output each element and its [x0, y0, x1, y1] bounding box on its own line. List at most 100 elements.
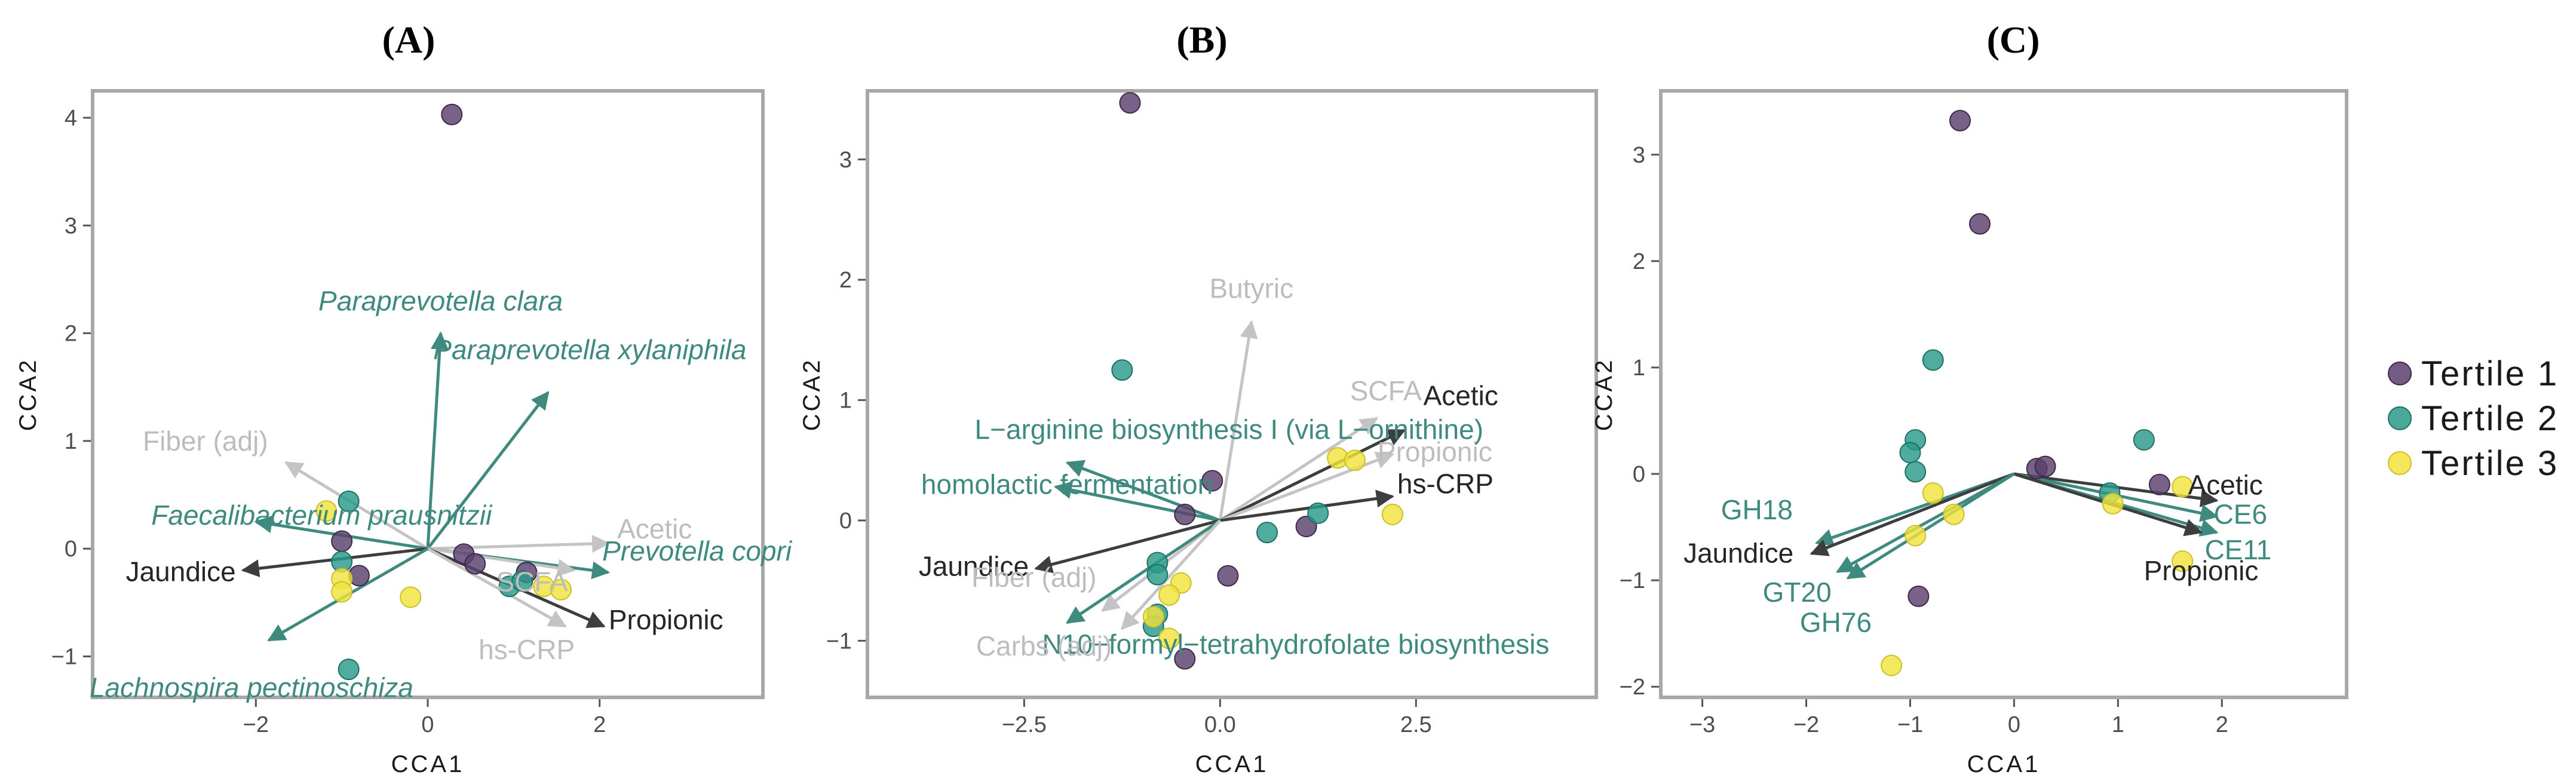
panel-c-x-tick-label: 0: [2008, 712, 2020, 737]
panel-a-vector-label: Prevotella copri: [602, 535, 793, 566]
panel-a-vector-label: Lachnospira pectinoschiza: [90, 672, 413, 703]
panel-b-label: (B): [1176, 19, 1227, 61]
panel-c-y-ticks: −2 −1 0 1 2 3: [1620, 143, 1659, 700]
panel-b-points: [1111, 92, 1403, 670]
panel-a-vector-label: Paraprevotella clara: [318, 286, 563, 317]
panel-c-point-tertile-3: [2172, 550, 2194, 572]
panel-a-y-tick-label: 3: [65, 213, 77, 238]
panel-b-x-ticks: −2.5 0.0 2.5: [1002, 699, 1432, 737]
panel-c-x-axis-title: CCA1: [1967, 751, 2041, 777]
panel-b-point-tertile-2: [1111, 359, 1133, 381]
panel-c-label: (C): [1987, 19, 2040, 61]
panel-b-vector-arrow: [1219, 416, 1379, 522]
panel-c-vector-arrow: [1846, 472, 2015, 580]
panel-a-vector-label: hs-CRP: [479, 634, 575, 665]
panel-a-point-tertile-3: [315, 500, 338, 522]
legend-label-tertile-1: Tertile 1: [2421, 354, 2559, 393]
panel-b-vectors: [1034, 320, 1406, 630]
panel-a-y-tick-label: 1: [65, 429, 77, 454]
panel-b-point-tertile-3: [1344, 449, 1366, 471]
panel-c-vector-label: CE11: [2205, 534, 2272, 565]
panel-c-x-tick-label: 1: [2112, 712, 2124, 737]
panel-b-vector-label: Jaundice: [919, 551, 1029, 582]
panel-b-vector-label: N10−formyl−tetrahydrofolate biosynthesis: [1042, 629, 1550, 660]
legend-label-tertile-2: Tertile 2: [2421, 399, 2559, 438]
panel-b-vector-label: Fiber (adj): [971, 562, 1097, 593]
panel-c-point-tertile-3: [1943, 503, 1965, 525]
panel-b-point-tertile-2: [1146, 564, 1169, 586]
legend-swatch-tertile-1: [2388, 362, 2412, 385]
panel-a-vector-arrow: [427, 391, 550, 550]
panel-b-y-tick-label: −1: [826, 629, 852, 654]
panel-a-point-tertile-2: [338, 490, 360, 512]
panel-a-x-tick-label: 0: [421, 712, 434, 737]
panel-a-vector-label: Fiber (adj): [143, 425, 268, 457]
panel-a-vector-arrow: [427, 547, 567, 628]
panel-a-y-ticks: −1 0 1 2 3 4: [51, 106, 91, 669]
legend: Tertile 1 Tertile 2 Tertile 3: [2388, 354, 2559, 483]
legend-label-tertile-3: Tertile 3: [2421, 444, 2559, 483]
panel-a-vector-label: Jaundice: [126, 556, 236, 587]
panel-a-x-tick-label: −2: [243, 712, 269, 737]
panel-b: (B) CCA1 CCA2 −2.5 0.0 2.5 −1 0 1 2 3 Butyric S…: [799, 19, 1598, 777]
panel-c-point-tertile-1: [1968, 213, 1991, 235]
panel-c-point-tertile-1: [2148, 473, 2170, 495]
panel-c-point-tertile-2: [1922, 349, 1944, 371]
panel-a-point-tertile-3: [550, 578, 572, 601]
panel-b-vector-arrow: [1218, 320, 1258, 521]
panel-b-point-tertile-3: [1142, 606, 1164, 628]
panel-a-y-tick-label: 0: [65, 537, 77, 562]
panel-a-y-axis-title: CCA2: [15, 358, 41, 431]
panel-a-y-tick-label: 4: [65, 106, 77, 131]
panel-b-vector-label: hs-CRP: [1397, 468, 1494, 500]
panel-a-vector-arrow: [427, 547, 576, 577]
panel-b-point-tertile-1: [1119, 92, 1141, 114]
panel-a-y-tick-label: −1: [51, 644, 77, 669]
legend-swatch-tertile-2: [2388, 406, 2412, 430]
panel-b-x-axis-title: CCA1: [1195, 751, 1269, 777]
panel-c-vector-arrow: [1836, 472, 2015, 574]
panel-b-point-tertile-2: [1307, 502, 1329, 524]
legend-item-tertile-1: Tertile 1: [2388, 354, 2559, 393]
panel-a-vector-arrow: [427, 535, 611, 553]
panel-b-point-tertile-1: [1201, 470, 1223, 492]
panel-a-label: (A): [382, 19, 436, 61]
panel-b-point-tertile-3: [1158, 584, 1180, 606]
panel-b-frame: [866, 89, 1598, 699]
panel-c-point-tertile-3: [1881, 654, 1903, 676]
panel-a-x-tick-label: 2: [593, 712, 606, 737]
legend-swatch-tertile-3: [2388, 451, 2412, 475]
panel-b-point-tertile-3: [1381, 503, 1403, 525]
panel-c-x-tick-label: −1: [1897, 712, 1923, 737]
panel-c-vector-label: GT20: [1763, 577, 1832, 608]
panel-b-point-tertile-2: [1256, 522, 1278, 544]
panel-b-x-tick-label: 0.0: [1204, 712, 1236, 737]
panel-c-y-tick-label: −1: [1620, 568, 1645, 593]
legend-item-tertile-2: Tertile 2: [2388, 399, 2559, 438]
panel-b-vector-arrow: [1219, 489, 1394, 522]
panel-b-y-tick-label: 2: [839, 268, 852, 293]
panel-c-point-tertile-1: [1908, 585, 1930, 607]
panel-a-point-tertile-3: [331, 581, 353, 603]
panel-c-y-tick-label: 0: [1633, 462, 1645, 487]
panel-b-vector-label: Acetic: [1424, 380, 1498, 411]
panel-c-point-tertile-2: [1905, 461, 1927, 483]
panel-a-vector-label: Faecalibacterium prausnitzii: [151, 500, 493, 531]
panel-b-y-tick-label: 1: [839, 388, 852, 414]
panel-a-vector-label: Propionic: [609, 604, 723, 635]
panel-a-frame: [91, 89, 765, 699]
panel-a-vector-arrow: [426, 331, 449, 549]
panel-a-point-tertile-2: [338, 659, 360, 681]
panel-a-vector-labels: Paraprevotella clara Paraprevotella xylan…: [90, 286, 793, 703]
panel-c-point-tertile-3: [2172, 476, 2194, 498]
panel-a-point-tertile-3: [400, 586, 422, 608]
panel-c-point-tertile-1: [1949, 109, 1971, 131]
panel-c-vector-arrow: [1810, 472, 2015, 556]
panel-c-point-tertile-3: [2102, 492, 2124, 514]
panel-a-vector-label: SCFA: [496, 566, 568, 597]
panel-c-x-ticks: −3 −2 −1 0 1 2: [1689, 699, 2228, 737]
panel-c-point-tertile-2: [2133, 429, 2155, 451]
